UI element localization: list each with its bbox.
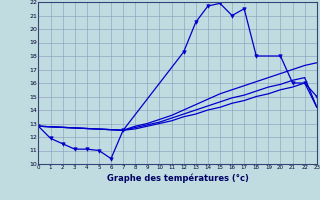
X-axis label: Graphe des températures (°c): Graphe des températures (°c) [107,173,249,183]
